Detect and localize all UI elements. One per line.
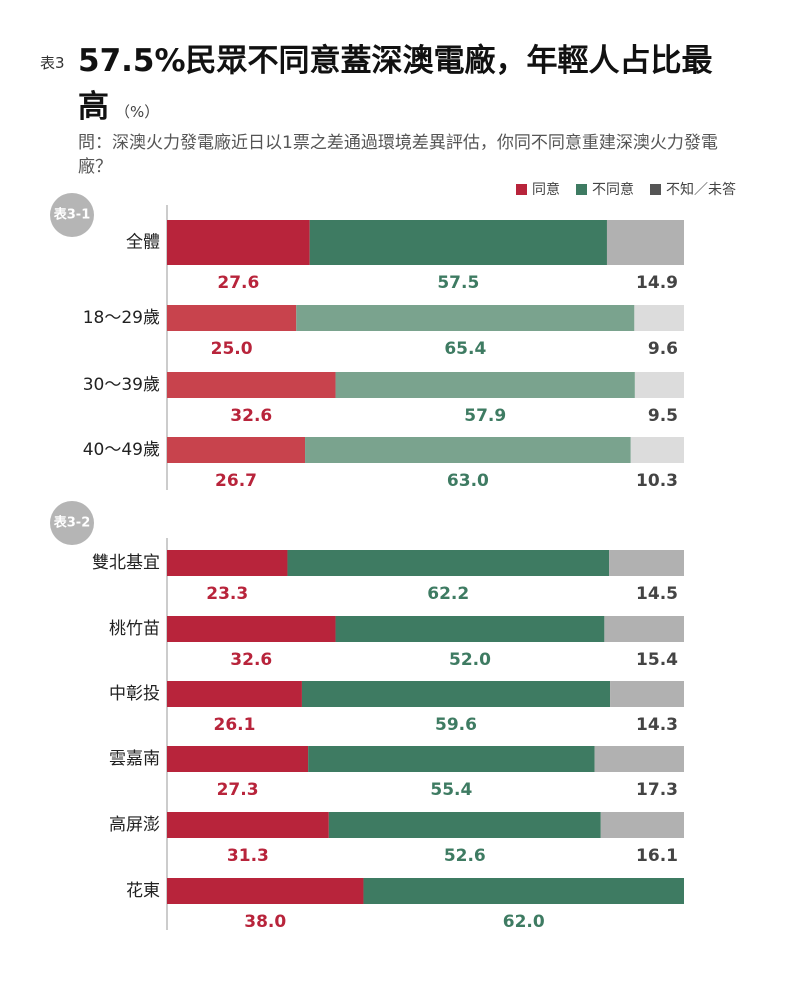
bar-segment [287,550,610,576]
value-label: 14.9 [636,273,678,293]
bar-segment [600,812,684,838]
chart-label: 表3 [40,54,65,72]
panel-label: 表3-2 [53,515,91,531]
legend-item: 不知／未答 [650,179,736,199]
value-label: 26.7 [215,471,257,491]
bar-segment [167,305,297,331]
bar-segment [167,681,302,707]
value-label: 32.6 [230,406,272,426]
value-label: 31.3 [227,846,269,866]
value-label: 14.5 [636,584,678,604]
category-label: 雙北基宜 [92,553,160,573]
value-label: 9.5 [648,406,678,426]
bar-segment [610,681,684,707]
value-label: 62.2 [427,584,469,604]
category-label: 中彰投 [109,684,160,704]
value-label: 65.4 [444,339,486,359]
value-label: 62.0 [503,912,545,932]
panel-label: 表3-1 [53,207,91,223]
subtitle: 問：深澳火力發電廠近日以1票之差通過環境差異評估，你同不同意重建深澳火力發電廠？ [78,133,718,177]
bar-segment [167,616,336,642]
bar-segment [309,220,607,265]
value-label: 38.0 [244,912,286,932]
value-label: 15.4 [636,650,678,670]
legend-swatch [650,183,661,195]
unit: （%） [115,103,160,121]
value-label: 27.6 [217,273,259,293]
bar-segment [308,746,595,772]
value-label: 55.4 [430,780,472,800]
bar-segment [328,812,601,838]
value-label: 26.1 [213,715,255,735]
bar-segment [167,550,288,576]
bar-segment [630,437,684,463]
category-label: 30〜39歲 [83,375,160,395]
value-label: 14.3 [636,715,678,735]
bar-segment [594,746,684,772]
category-label: 全體 [126,233,160,253]
bar-segment [167,878,364,904]
bar-segment [167,372,336,398]
bar-segment [634,372,684,398]
value-label: 32.6 [230,650,272,670]
title-block: 表3 57.5%民眾不同意蓋深澳電廠，年輕人占比最高 （%） [40,38,738,135]
legend-item: 不同意 [576,179,634,199]
value-label: 52.6 [444,846,486,866]
value-label: 59.6 [435,715,477,735]
bar-segment [305,437,631,463]
category-label: 雲嘉南 [109,749,160,769]
legend-label: 同意 [532,182,560,198]
value-label: 25.0 [211,339,253,359]
bar-segment [363,878,684,904]
value-label: 63.0 [447,471,489,491]
value-label: 57.9 [464,406,506,426]
value-label: 9.6 [648,339,678,359]
bar-segment [296,305,635,331]
panel-badge [50,193,94,237]
category-label: 桃竹苗 [109,619,160,639]
value-label: 57.5 [437,273,479,293]
panel-badge [50,501,94,545]
bar-segment [634,305,684,331]
value-label: 52.0 [449,650,491,670]
legend-swatch [576,183,587,195]
bar-segment [604,616,684,642]
value-label: 27.3 [217,780,259,800]
value-label: 16.1 [636,846,678,866]
category-label: 花東 [126,881,160,901]
bar-segment [167,812,329,838]
value-label: 23.3 [206,584,248,604]
bar-segment [335,616,605,642]
bar-segment [167,437,306,463]
bar-segment [335,372,635,398]
legend-label: 不同意 [592,182,634,198]
chart-title: 57.5%民眾不同意蓋深澳電廠，年輕人占比最高 [78,43,713,125]
bar-segment [301,681,611,707]
bar-segment [606,220,684,265]
legend-item: 同意 [516,179,560,199]
legend-label: 不知／未答 [666,182,736,198]
bar-segment [167,220,310,265]
legend: 同意 不同意 不知／未答 [516,179,736,199]
value-label: 17.3 [636,780,678,800]
bar-segment [167,746,309,772]
bar-segment [609,550,684,576]
category-label: 高屏澎 [109,815,160,835]
category-label: 18〜29歲 [83,308,160,328]
category-label: 40〜49歲 [83,440,160,460]
legend-swatch [516,183,527,195]
value-label: 10.3 [636,471,678,491]
